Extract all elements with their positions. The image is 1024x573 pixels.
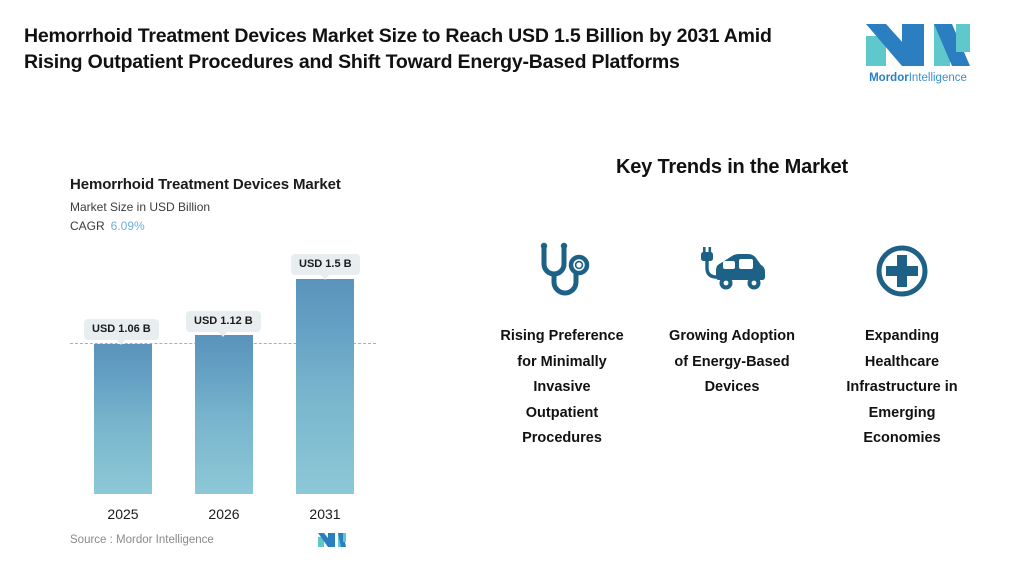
bar-value-label-2025: USD 1.06 B (84, 319, 159, 345)
bar-value-label-2031: USD 1.5 B (291, 254, 360, 280)
bar-value-label-2026: USD 1.12 B (186, 311, 261, 337)
bar-2026 (195, 335, 253, 494)
trend-label-1: Rising Preference for Minimally Invasive… (500, 328, 624, 446)
mordor-mi-logo-icon (866, 24, 970, 66)
electric-car-icon (696, 240, 768, 302)
trend-label-3: Expanding Healthcare Infrastructure in E… (846, 328, 958, 446)
x-axis-label-2026: 2026 (208, 506, 240, 522)
header: Hemorrhoid Treatment Devices Market Size… (0, 0, 1024, 118)
x-axis-label-2025: 2025 (107, 506, 139, 522)
mordor-mi-mark-icon (318, 533, 346, 547)
page-title: Hemorrhoid Treatment Devices Market Size… (24, 25, 772, 73)
source-label: Source : (70, 534, 113, 546)
logo-wordmark: MordorIntelligence (857, 72, 979, 85)
key-trends-title: Key Trends in the Market (616, 156, 848, 178)
chart-title: Hemorrhoid Treatment Devices Market (70, 176, 341, 193)
source-value: Mordor Intelligence (116, 534, 214, 546)
key-trends-columns: Rising Preference for Minimally Invasive… (440, 240, 1024, 452)
market-size-chart: Hemorrhoid Treatment Devices Market Mark… (0, 140, 430, 560)
chart-source: Source : Mordor Intelligence (70, 534, 214, 546)
chart-subtitle: Market Size in USD Billion (70, 200, 211, 214)
key-trends-panel: Key Trends in the Market (440, 140, 1024, 560)
cagr-value: 6.09% (110, 219, 145, 233)
trend-item-2: Growing Adoption of Energy-Based Devices (647, 240, 817, 401)
chart-cagr: CAGR 6.09% (70, 219, 145, 233)
x-axis-label-2031: 2031 (309, 506, 341, 522)
mordor-intelligence-logo: MordorIntelligence (857, 22, 979, 94)
medical-cross-circle-icon (874, 240, 930, 302)
cagr-label: CAGR (70, 219, 105, 233)
logo-brand-light: Intelligence (908, 72, 967, 84)
trend-label-2: Growing Adoption of Energy-Based Devices (669, 328, 795, 395)
chart-plot-area: USD 1.06 B USD 1.12 B USD 1.5 B 2025 202… (0, 140, 430, 560)
bar-2031 (296, 279, 354, 494)
trend-item-1: Rising Preference for Minimally Invasive… (477, 240, 647, 452)
stethoscope-icon (534, 240, 590, 302)
trend-item-3: Expanding Healthcare Infrastructure in E… (817, 240, 987, 452)
bar-2025 (94, 344, 152, 494)
logo-brand-bold: Mordor (869, 72, 909, 84)
